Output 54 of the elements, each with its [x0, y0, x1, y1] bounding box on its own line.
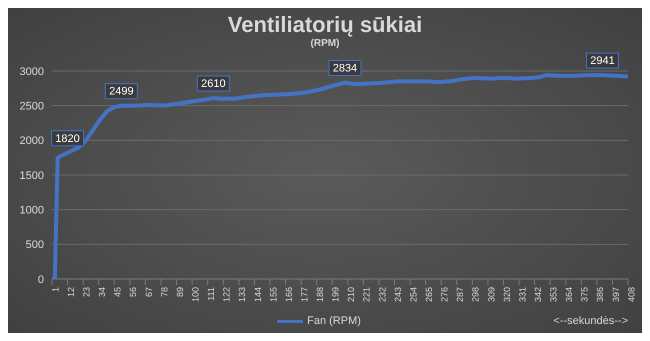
x-tick-label: 254 — [408, 287, 418, 302]
text: <--sekundės--> — [553, 315, 628, 327]
x-tick-label: 89 — [174, 287, 185, 298]
x-tick-label: 353 — [548, 287, 559, 302]
x-tick-label: 67 — [144, 287, 154, 298]
x-tick-label: 188 — [315, 287, 326, 302]
x-tick-label: 12 — [66, 287, 76, 298]
x-tick-label: 133 — [237, 287, 248, 302]
x-tick-label: 166 — [284, 287, 294, 302]
x-tick-label: 45 — [112, 287, 123, 298]
x-tick-label: 144 — [252, 287, 263, 302]
y-tick-label: 1000 — [20, 204, 44, 217]
x-tick-label: 56 — [128, 287, 138, 298]
x-tick-label: 111 — [206, 287, 216, 301]
annotation: 1820 — [55, 132, 80, 145]
annotation: 2834 — [332, 62, 358, 75]
chart-subtitle: (RPM) — [310, 38, 340, 49]
x-tick-label: 298 — [470, 287, 481, 302]
x-tick-label: 309 — [486, 287, 496, 302]
x-tick-label: 34 — [97, 287, 108, 298]
x-tick-label: 276 — [440, 287, 450, 302]
chart-title: Ventiliatorių sūkiai — [226, 11, 424, 38]
y-tick-label: 1500 — [20, 170, 44, 182]
annotation: 2499 — [109, 86, 134, 98]
x-tick-label: 342 — [532, 287, 543, 302]
x-tick-label: 199 — [330, 287, 341, 302]
x-tick-label: 375 — [580, 287, 590, 302]
x-tick-label: 243 — [392, 287, 403, 302]
legend-label: Fan (RPM) — [306, 315, 361, 327]
y-tick-label: 3000 — [20, 66, 44, 78]
x-tick-label: 408 — [626, 287, 636, 302]
x-tick-label: 210 — [346, 287, 356, 302]
x-tick-label: 320 — [502, 287, 512, 302]
x-tick-label: 23 — [82, 287, 92, 298]
x-tick-label: 221 — [362, 287, 372, 302]
y-tick-label: 2000 — [20, 135, 44, 148]
x-tick-label: 1 — [50, 287, 60, 292]
x-tick-label: 287 — [455, 287, 466, 302]
x-tick-label: 331 — [517, 287, 528, 302]
annotation: 2941 — [590, 55, 615, 68]
x-tick-label: 364 — [564, 287, 574, 302]
x-tick-label: 122 — [222, 287, 232, 302]
x-tick-label: 232 — [377, 287, 388, 302]
y-tick-label: 0 — [38, 274, 44, 286]
x-tick-label: 100 — [190, 287, 200, 302]
x-tick-label: 155 — [268, 287, 278, 302]
annotation: 2610 — [201, 78, 226, 90]
y-tick-label: 500 — [26, 239, 44, 252]
x-tick-label: 386 — [595, 287, 606, 302]
x-tick-label: 265 — [424, 287, 434, 302]
x-tick-label: 177 — [299, 287, 310, 302]
x-tick-label: 78 — [159, 287, 170, 298]
x-tick-label: 397 — [610, 287, 621, 302]
y-tick-label: 2500 — [20, 100, 44, 113]
